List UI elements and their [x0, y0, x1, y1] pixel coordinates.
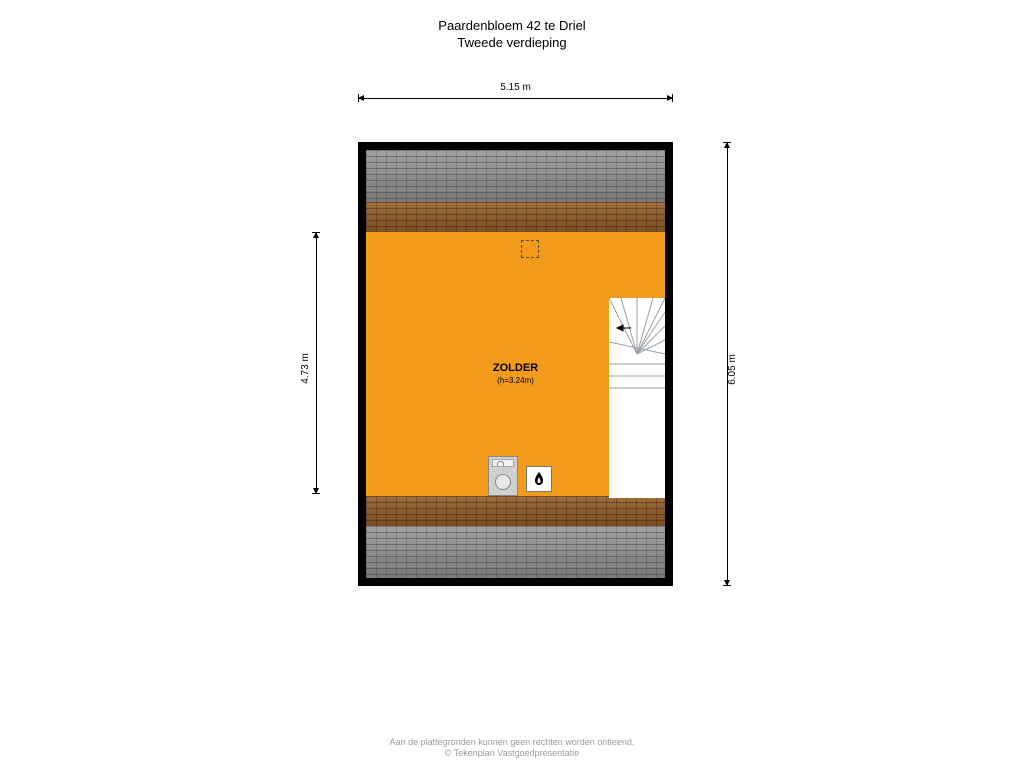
washing-machine-icon [488, 456, 518, 496]
roof-gray-top [366, 150, 665, 202]
roof-brown-bottom [366, 496, 665, 526]
heater-icon [526, 466, 552, 492]
roof-gray-bottom [366, 526, 665, 578]
dimension-top: 5.15 m [358, 98, 673, 99]
dimension-right-label: 6.05 m [727, 354, 738, 385]
staircase [609, 298, 665, 498]
floor-plan: ZOLDER (h=3.24m) [358, 142, 673, 586]
dimension-top-label: 5.15 m [500, 82, 531, 93]
header-title: Paardenbloem 42 te Driel [0, 18, 1024, 35]
page-footer: Aan de plattegronden kunnen geen rechten… [0, 737, 1024, 760]
dimension-left-label: 4.73 m [300, 353, 311, 384]
header-subtitle: Tweede verdieping [0, 35, 1024, 52]
footer-disclaimer: Aan de plattegronden kunnen geen rechten… [0, 737, 1024, 749]
dimension-right: 6.05 m [727, 142, 728, 586]
roof-brown-top [366, 202, 665, 232]
page-header: Paardenbloem 42 te Driel Tweede verdiepi… [0, 18, 1024, 52]
ceiling-hatch [521, 240, 539, 258]
dimension-left: 4.73 m [316, 232, 317, 494]
floor-area: ZOLDER (h=3.24m) [366, 150, 665, 578]
footer-copyright: © Tekenplan Vastgoedpresentatie [0, 748, 1024, 760]
